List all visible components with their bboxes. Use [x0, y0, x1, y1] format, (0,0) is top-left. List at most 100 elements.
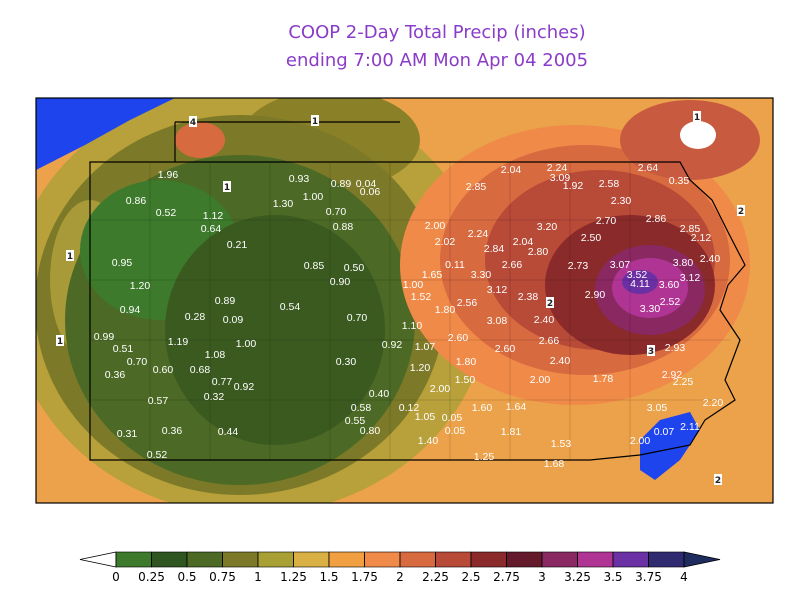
station-value: 0.35 — [669, 175, 690, 187]
station-value: 3.60 — [659, 279, 680, 291]
colorbar-bin — [577, 551, 614, 568]
station-value: 1.08 — [205, 349, 226, 361]
contour-label-box — [56, 335, 64, 346]
station-value: 0.99 — [94, 331, 115, 343]
station-value: 3.12 — [487, 284, 508, 296]
station-value: 2.00 — [630, 435, 651, 447]
station-value: 0.57 — [148, 395, 169, 407]
station-value: 0.40 — [369, 388, 390, 400]
station-value: 0.36 — [105, 369, 126, 381]
station-value: 0.05 — [442, 412, 463, 424]
precip-region — [165, 215, 385, 445]
colorbar-bin — [612, 551, 649, 568]
station-value: 1.40 — [418, 435, 439, 447]
station-value: 0.30 — [336, 356, 357, 368]
colorbar-tick-label: 1.5 — [319, 570, 338, 584]
contour-label: 1 — [57, 337, 63, 347]
station-value: 0.32 — [204, 391, 225, 403]
station-value: 1.80 — [456, 356, 477, 368]
station-value: 1.64 — [506, 401, 527, 413]
station-value: 3.09 — [550, 172, 571, 184]
station-value: 1.52 — [411, 291, 432, 303]
station-value: 2.20 — [703, 397, 724, 409]
colorbar-bin — [151, 551, 188, 568]
colorbar-tick-label: 3.75 — [635, 570, 662, 584]
station-value: 0.64 — [201, 223, 222, 235]
colorbar-tick-label: 2.75 — [493, 570, 520, 584]
station-value: 0.92 — [234, 381, 255, 393]
station-value: 3.52 — [627, 269, 648, 281]
station-value: 0.07 — [654, 426, 675, 438]
station-value: 0.44 — [218, 426, 239, 438]
station-value: 1.30 — [273, 198, 294, 210]
contour-label: 1 — [694, 113, 700, 123]
map: 1.96 0.93 0.89 0.040.061.301.000.700.881.12… — [36, 98, 773, 503]
station-value: 3.08 — [487, 315, 508, 327]
station-value: 0.93 — [289, 173, 310, 185]
colorbar-bin — [115, 551, 152, 568]
station-value: 0.70 — [326, 206, 347, 218]
station-value: 2.73 — [568, 260, 589, 272]
map-frame — [35, 97, 774, 504]
station-value: 1.05 — [415, 411, 436, 423]
station-value: 1.50 — [455, 374, 476, 386]
station-value: 0.68 — [190, 364, 211, 376]
station-value: 2.38 — [518, 291, 539, 303]
station-value: 2.60 — [495, 343, 516, 355]
station-value: 2.04 — [513, 236, 534, 248]
station-value: 3.30 — [471, 269, 492, 281]
contour-label: 2 — [715, 476, 721, 486]
contour-label-box — [647, 345, 655, 356]
station-value: 2.60 — [448, 332, 469, 344]
station-value: 2.00 — [425, 220, 446, 232]
station-value: 2.04 — [501, 164, 522, 176]
station-value: 0.31 — [117, 428, 138, 440]
station-value: 1.00 — [403, 279, 424, 291]
station-value: 3.30 — [640, 303, 661, 315]
station-value: 2.40 — [550, 355, 571, 367]
station-value: 0.28 — [185, 311, 206, 323]
station-value: 2.50 — [581, 232, 602, 244]
colorbar-bin — [435, 551, 472, 568]
contour-label-box — [311, 115, 319, 126]
station-value: 2.66 — [502, 259, 523, 271]
station-value: 2.30 — [611, 195, 632, 207]
station-value: 0.94 — [120, 304, 141, 316]
colorbar-bin — [222, 551, 259, 568]
station-value: 1.81 — [501, 426, 522, 438]
contour-label-box — [693, 111, 701, 122]
contour-label-box — [546, 297, 554, 308]
station-value: 2.85 — [466, 181, 487, 193]
station-value: 2.58 — [599, 178, 620, 190]
colorbar-high-end — [683, 551, 721, 568]
contour-label: 1 — [67, 252, 73, 262]
station-value: 1.19 — [168, 336, 189, 348]
station-value: 4.11 — [630, 278, 650, 290]
station-value: 0.05 — [445, 425, 466, 437]
colorbar-low-end — [79, 551, 117, 568]
station-value: 2.24 — [547, 162, 568, 174]
state-border — [89, 121, 746, 461]
contour-label-box — [223, 181, 231, 192]
station-value: 0.12 — [399, 402, 420, 414]
contour-label: 2 — [547, 299, 553, 309]
station-value: 1.80 — [435, 304, 456, 316]
station-value: 0.95 — [112, 257, 133, 269]
colorbar-bin — [541, 551, 578, 568]
station-value: 0.09 — [223, 314, 244, 326]
contour-label-box — [66, 250, 74, 261]
station-value: 1.12 — [203, 210, 224, 222]
station-value: 0.86 — [126, 195, 147, 207]
colorbar-bin — [506, 551, 543, 568]
contour-label: 1 — [224, 183, 230, 193]
station-value: 2.92 — [662, 369, 683, 381]
station-value: 2.25 — [673, 376, 694, 388]
station-value: 2.52 — [660, 296, 681, 308]
contour-label: 1 — [312, 117, 318, 127]
station-value: 1.00 — [303, 191, 324, 203]
station-value: 0.85 — [304, 260, 325, 272]
colorbar-bin — [399, 551, 436, 568]
station-value: 3.80 — [673, 257, 694, 269]
colorbar-tick-label: 1 — [254, 570, 262, 584]
